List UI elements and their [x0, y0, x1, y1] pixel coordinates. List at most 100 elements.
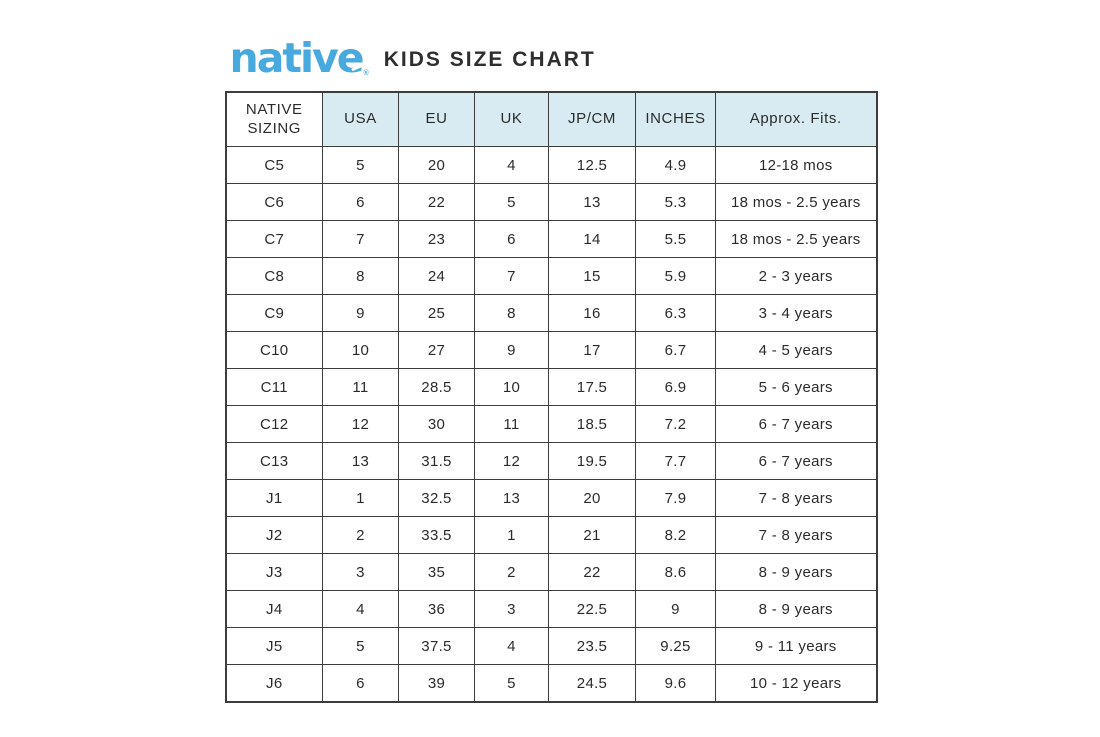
table-cell: 16: [548, 294, 636, 332]
table-cell: 5.3: [635, 183, 716, 221]
table-cell: 12-18 mos: [715, 146, 877, 184]
table-cell: 24.5: [548, 664, 636, 703]
table-row: J4 4 36 3 22.5 9 8 - 9 years: [225, 590, 877, 628]
kids-size-chart-table: NATIVE SIZING USA EU UK JP/CM INCHES Approx. F…: [224, 91, 878, 703]
table-cell: 4: [474, 146, 549, 184]
table-cell: 33.5: [398, 516, 475, 554]
table-cell: 9.6: [635, 664, 716, 703]
table-cell: 13: [322, 442, 399, 480]
table-row: C5 5 20 4 12.5 4.9 12-18 mos: [225, 146, 877, 184]
table-cell: 18 mos - 2.5 years: [715, 183, 877, 221]
table-cell: 7: [474, 257, 549, 295]
table-cell: 14: [548, 220, 636, 258]
table-cell: C10: [225, 331, 323, 369]
table-cell: C8: [225, 257, 323, 295]
registered-trademark: ®: [363, 70, 369, 77]
table-cell: 9.25: [635, 627, 716, 665]
column-header: JP/CM: [548, 91, 636, 147]
table-cell: C11: [225, 368, 323, 406]
table-cell: 6.3: [635, 294, 716, 332]
table-row: J2 2 33.5 1 21 8.2 7 - 8 years: [225, 516, 877, 554]
column-header: INCHES: [635, 91, 716, 147]
table-cell: 3 - 4 years: [715, 294, 877, 332]
table-cell: 19.5: [548, 442, 636, 480]
table-row: C12 12 30 11 18.5 7.2 6 - 7 years: [225, 405, 877, 443]
table-row: C7 7 23 6 14 5.5 18 mos - 2.5 years: [225, 220, 877, 258]
table-cell: J5: [225, 627, 323, 665]
table-cell: 9 - 11 years: [715, 627, 877, 665]
table-cell: 25: [398, 294, 475, 332]
table-cell: 36: [398, 590, 475, 628]
table-cell: 20: [548, 479, 636, 517]
table-cell: 4: [322, 590, 399, 628]
table-cell: 31.5: [398, 442, 475, 480]
table-cell: 7.2: [635, 405, 716, 443]
table-cell: C9: [225, 294, 323, 332]
table-cell: 13: [474, 479, 549, 517]
table-cell: 9: [322, 294, 399, 332]
table-cell: J2: [225, 516, 323, 554]
column-header: UK: [474, 91, 549, 147]
table-cell: 17.5: [548, 368, 636, 406]
table-cell: 5: [322, 146, 399, 184]
table-row: C8 8 24 7 15 5.9 2 - 3 years: [225, 257, 877, 295]
table-cell: 5.5: [635, 220, 716, 258]
table-cell: C5: [225, 146, 323, 184]
table-cell: 32.5: [398, 479, 475, 517]
table-row: J3 3 35 2 22 8.6 8 - 9 years: [225, 553, 877, 591]
table-cell: 35: [398, 553, 475, 591]
table-cell: 8.2: [635, 516, 716, 554]
table-header-row: NATIVE SIZING USA EU UK JP/CM INCHES Approx. F…: [225, 91, 877, 147]
table-cell: 22.5: [548, 590, 636, 628]
table-cell: C7: [225, 220, 323, 258]
table-cell: 6: [474, 220, 549, 258]
table-cell: 9: [635, 590, 716, 628]
table-cell: 4.9: [635, 146, 716, 184]
column-header: Approx. Fits.: [715, 91, 877, 147]
table-cell: 27: [398, 331, 475, 369]
table-cell: 10 - 12 years: [715, 664, 877, 703]
table-cell: 7 - 8 years: [715, 479, 877, 517]
table-cell: 9: [474, 331, 549, 369]
table-cell: 2 - 3 years: [715, 257, 877, 295]
table-cell: 12: [474, 442, 549, 480]
table-cell: 22: [548, 553, 636, 591]
table-cell: 4 - 5 years: [715, 331, 877, 369]
table-cell: 12: [322, 405, 399, 443]
table-row: C9 9 25 8 16 6.3 3 - 4 years: [225, 294, 877, 332]
table-cell: 10: [322, 331, 399, 369]
table-cell: 37.5: [398, 627, 475, 665]
table-cell: 23: [398, 220, 475, 258]
size-chart-page: native® KIDS SIZE CHART NATIVE SIZING USA…: [224, 0, 878, 703]
table-cell: 8 - 9 years: [715, 590, 877, 628]
table-cell: 8 - 9 years: [715, 553, 877, 591]
table-cell: 39: [398, 664, 475, 703]
table-cell: 6 - 7 years: [715, 442, 877, 480]
brand-header: native® KIDS SIZE CHART: [225, 34, 876, 82]
table-cell: 4: [474, 627, 549, 665]
table-cell: 1: [322, 479, 399, 517]
table-row: C6 6 22 5 13 5.3 18 mos - 2.5 years: [225, 183, 877, 221]
table-cell: 7: [322, 220, 399, 258]
table-cell: 21: [548, 516, 636, 554]
table-cell: 11: [322, 368, 399, 406]
table-cell: 18 mos - 2.5 years: [715, 220, 877, 258]
table-cell: 28.5: [398, 368, 475, 406]
table-cell: J4: [225, 590, 323, 628]
table-cell: C12: [225, 405, 323, 443]
table-cell: 2: [474, 553, 549, 591]
table-cell: 2: [322, 516, 399, 554]
table-cell: 13: [548, 183, 636, 221]
table-cell: 11: [474, 405, 549, 443]
table-cell: 5: [474, 183, 549, 221]
table-cell: 8: [474, 294, 549, 332]
column-header: USA: [322, 91, 399, 147]
table-cell: 24: [398, 257, 475, 295]
table-cell: 8.6: [635, 553, 716, 591]
table-cell: 3: [474, 590, 549, 628]
table-cell: 7 - 8 years: [715, 516, 877, 554]
table-cell: 6: [322, 664, 399, 703]
table-cell: 30: [398, 405, 475, 443]
table-row: J1 1 32.5 13 20 7.9 7 - 8 years: [225, 479, 877, 517]
table-cell: 22: [398, 183, 475, 221]
